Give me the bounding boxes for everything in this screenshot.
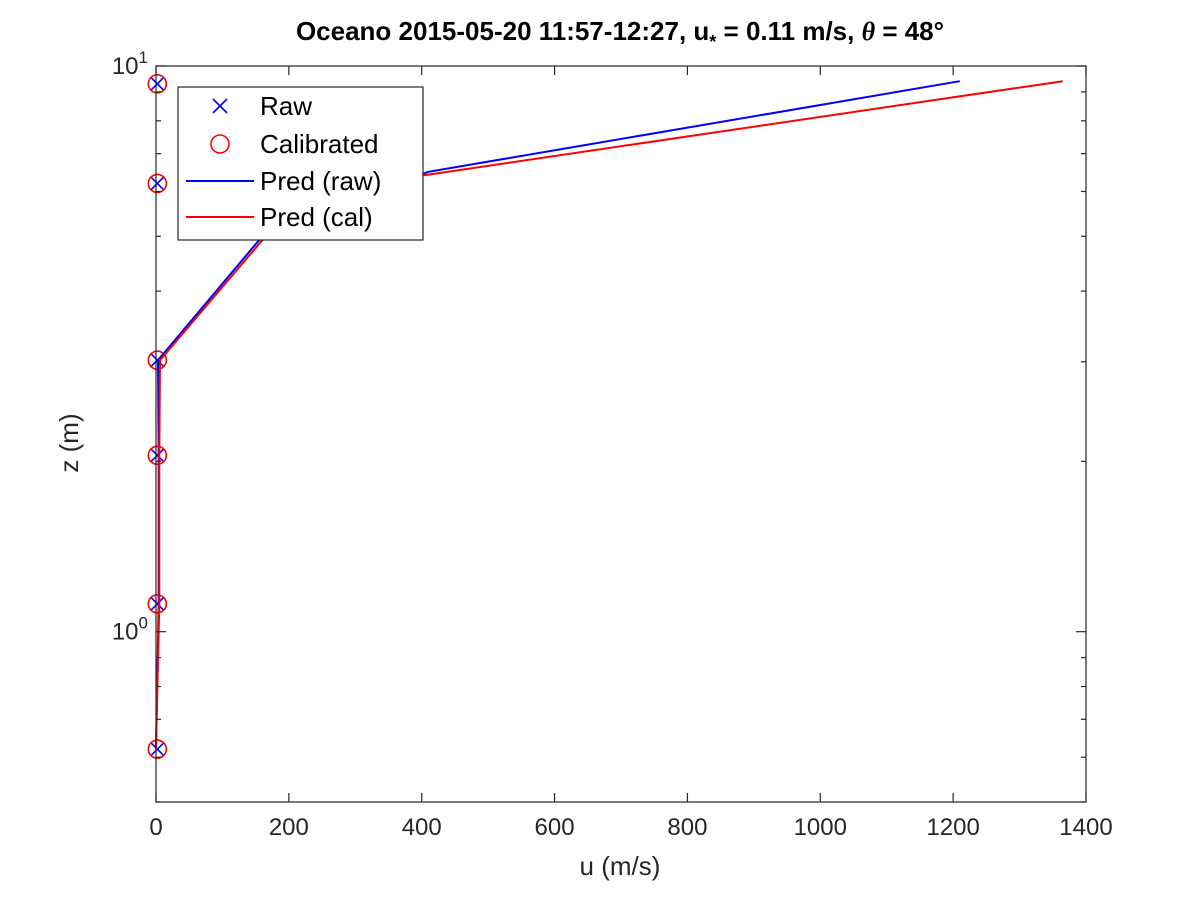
x-tick-label-200: 200 — [269, 814, 309, 841]
x-tick-label-0: 0 — [149, 814, 162, 841]
y-tick-label-10: 101 — [112, 48, 148, 80]
axes-box — [155, 65, 1087, 803]
chart-title-theta: θ — [862, 17, 876, 46]
x-tick-label-400: 400 — [402, 814, 442, 841]
x-tick-label-800: 800 — [667, 814, 707, 841]
point-calibrated-1 — [147, 594, 168, 614]
point-calibrated-0 — [147, 739, 168, 759]
legend-label-calibrated: Calibrated — [260, 129, 379, 159]
x-tick-label-1400: 1400 — [1059, 814, 1112, 841]
point-raw-5 — [150, 76, 165, 91]
axes-layer: 0 200 400 600 800 1000 1200 1400 100 101 — [112, 48, 1113, 841]
chart-title-subscript: * — [709, 32, 716, 52]
chart-title: Oceano 2015-05-20 11:57-12:27, u* = 0.11… — [296, 16, 944, 52]
point-calibrated-2 — [147, 445, 168, 466]
legend-label-pred-raw: Pred (raw) — [260, 166, 381, 196]
x-axis-title: u (m/s) — [580, 851, 661, 881]
legend-marker-calibrated — [210, 134, 230, 154]
legend-label-pred-cal: Pred (cal) — [260, 202, 373, 232]
point-raw-2 — [150, 448, 165, 463]
point-calibrated-5 — [147, 74, 168, 94]
legend-label-raw: Raw — [260, 91, 312, 121]
point-calibrated-4 — [147, 173, 168, 194]
point-raw-1 — [150, 596, 165, 611]
x-tick-label-600: 600 — [535, 814, 575, 841]
y-axis-title: z (m) — [54, 413, 84, 472]
chart-title-main: Oceano 2015-05-20 11:57-12:27, u — [296, 16, 709, 46]
chart-title-middle: = 0.11 m/s, — [716, 16, 861, 46]
legend-box — [177, 86, 424, 241]
point-raw-4 — [150, 176, 165, 191]
chart-title-end: = 48° — [875, 16, 944, 46]
point-raw-0 — [150, 742, 165, 757]
legend-marker-raw — [212, 98, 228, 114]
x-tick-label-1200: 1200 — [926, 814, 979, 841]
legend: Raw Calibrated Pred (raw) Pred (cal) — [177, 86, 424, 241]
x-tick-label-1000: 1000 — [794, 814, 847, 841]
y-tick-label-1: 100 — [112, 614, 148, 646]
